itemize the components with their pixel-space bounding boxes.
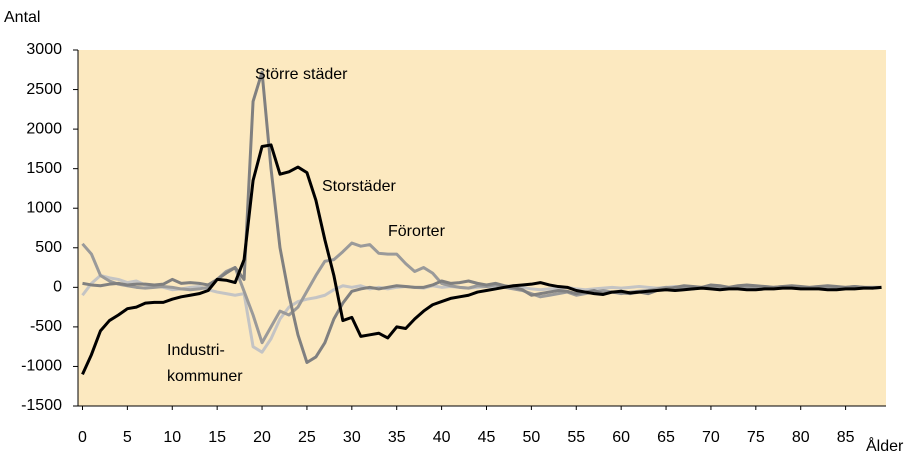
y-tick-label: 3000 <box>26 41 62 58</box>
y-tick-label: 500 <box>35 239 62 256</box>
series-label: Industri- kommuner <box>167 342 243 385</box>
series-line <box>81 143 882 375</box>
plot-area <box>78 50 886 406</box>
x-tick-label: 55 <box>567 429 585 446</box>
x-tick-label: 60 <box>612 429 630 446</box>
x-tick-label: 40 <box>433 429 451 446</box>
series-label: Större städer <box>255 66 348 83</box>
x-tick-label: 80 <box>792 429 810 446</box>
x-tick-label: 65 <box>657 429 675 446</box>
y-tick-label: -1000 <box>21 358 62 375</box>
x-tick-label: 35 <box>388 429 406 446</box>
y-tick-label: 0 <box>53 279 62 296</box>
x-tick-label: 45 <box>478 429 496 446</box>
x-tick-label: 0 <box>78 429 87 446</box>
y-tick-label: 2000 <box>26 120 62 137</box>
y-tick-label: -500 <box>30 318 62 335</box>
y-tick-label: -1500 <box>21 397 62 414</box>
x-axis-label: Ålder <box>866 436 904 455</box>
series-label: Storstäder <box>322 178 396 195</box>
x-tick-label: 70 <box>702 429 720 446</box>
x-tick-label: 75 <box>747 429 765 446</box>
series-label: Förorter <box>388 223 445 240</box>
y-tick-label: 1000 <box>26 199 62 216</box>
x-tick-label: 20 <box>253 429 271 446</box>
x-tick-label: 15 <box>208 429 226 446</box>
y-tick-label: 1500 <box>26 160 62 177</box>
x-tick-label: 85 <box>837 429 855 446</box>
x-tick-label: 50 <box>522 429 540 446</box>
x-tick-label: 10 <box>163 429 181 446</box>
x-tick-label: 5 <box>123 429 132 446</box>
y-axis-label: Antal <box>4 9 40 26</box>
x-tick-label: 30 <box>343 429 361 446</box>
y-tick-label: 2500 <box>26 81 62 98</box>
x-tick-label: 25 <box>298 429 316 446</box>
